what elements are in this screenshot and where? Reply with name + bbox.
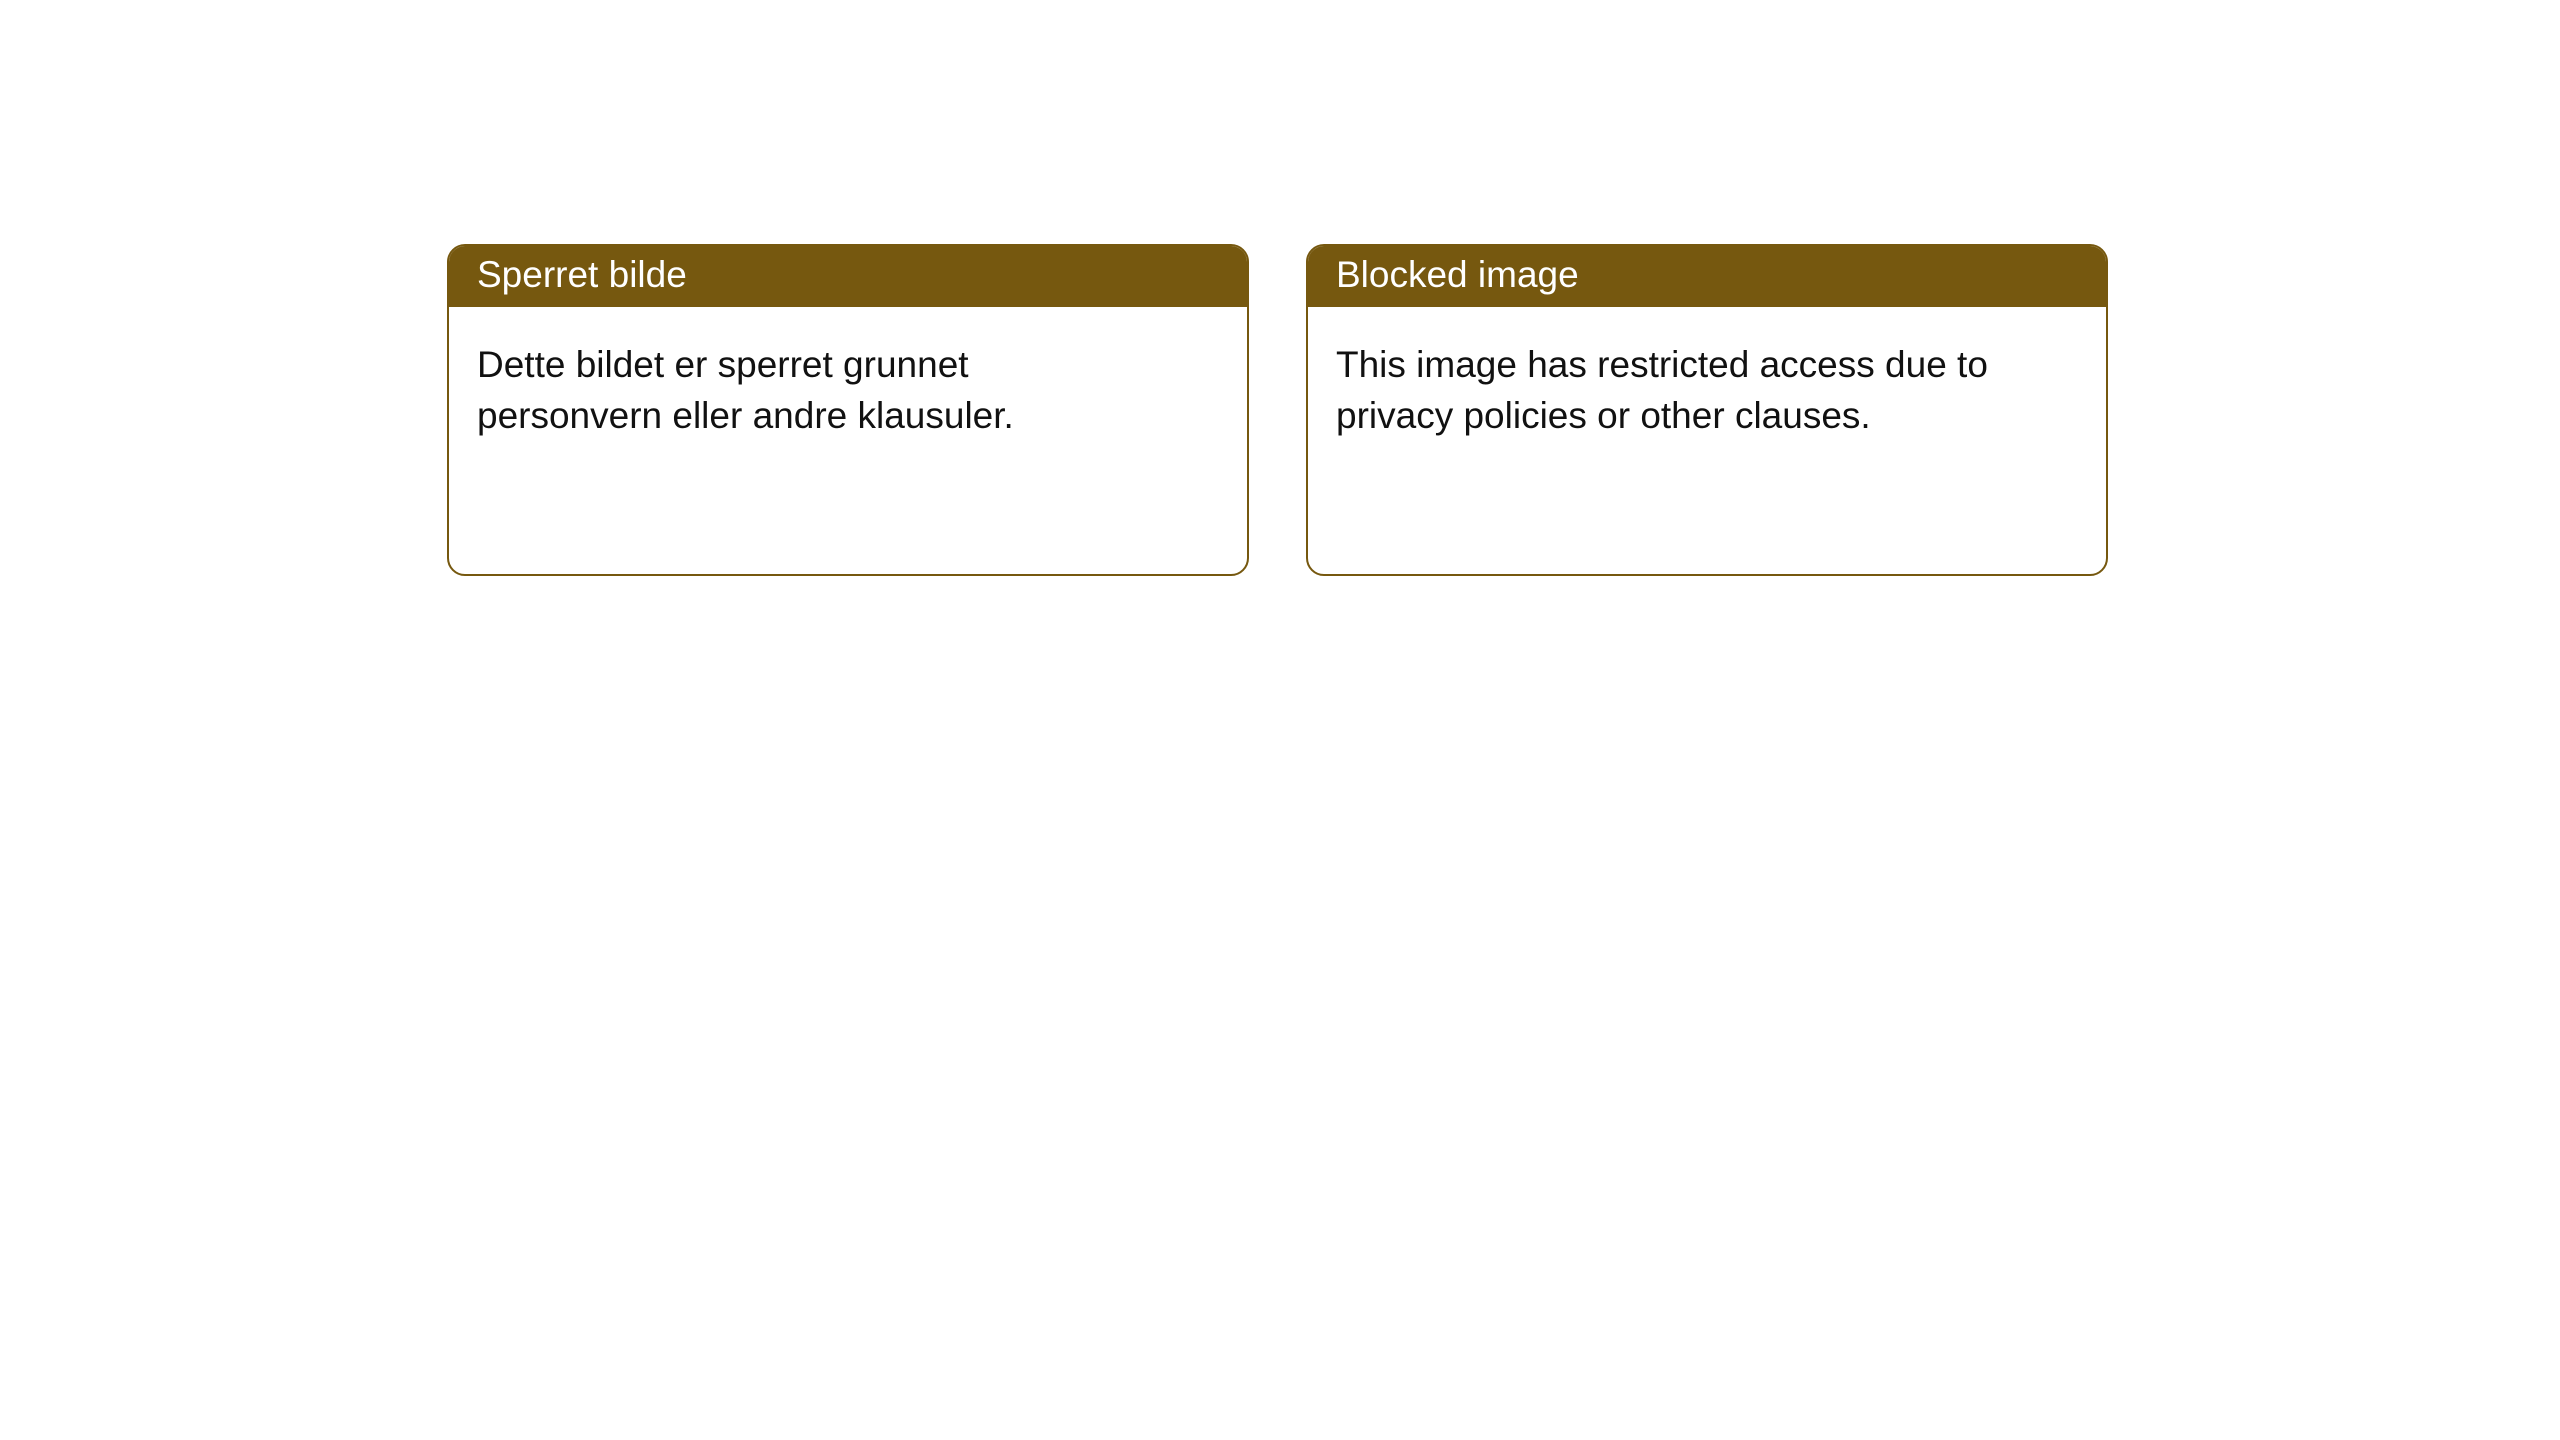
notice-card-body: This image has restricted access due to … xyxy=(1308,307,2044,441)
notice-card-norwegian: Sperret bilde Dette bildet er sperret gr… xyxy=(447,244,1249,576)
notice-card-body: Dette bildet er sperret grunnet personve… xyxy=(449,307,1185,441)
notice-card-english: Blocked image This image has restricted … xyxy=(1306,244,2108,576)
notice-card-title: Blocked image xyxy=(1308,246,2106,307)
notice-cards-row: Sperret bilde Dette bildet er sperret gr… xyxy=(447,244,2108,576)
notice-card-title: Sperret bilde xyxy=(449,246,1247,307)
